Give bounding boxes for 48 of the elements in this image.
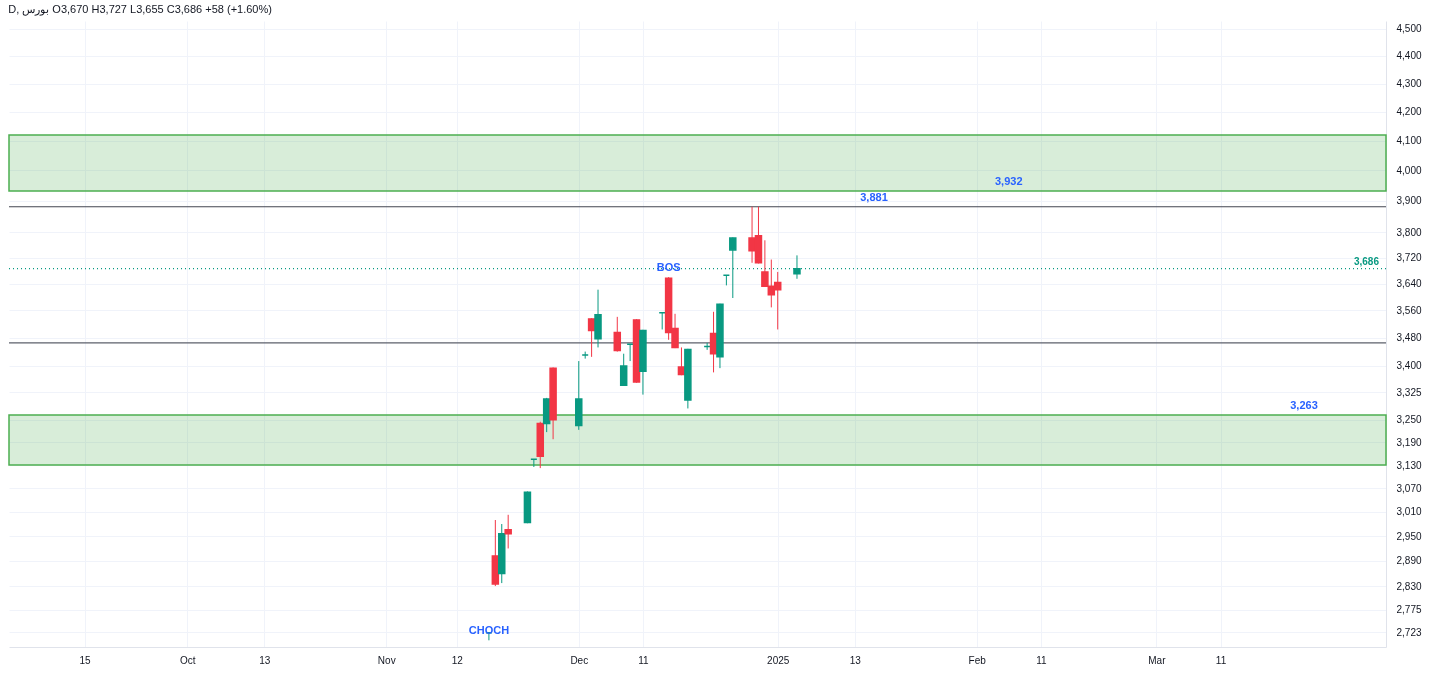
y-tick-label: 4,300 xyxy=(1396,78,1422,90)
y-tick-label: 4,400 xyxy=(1396,50,1422,62)
x-tick-label: Mar xyxy=(1148,654,1167,666)
y-tick-label: 3,560 xyxy=(1396,304,1422,316)
y-tick-label: 4,100 xyxy=(1396,135,1422,147)
x-tick-label: 11 xyxy=(1036,654,1047,666)
y-tick-label: 3,070 xyxy=(1396,482,1422,494)
y-tick-label: 3,480 xyxy=(1396,332,1422,344)
y-tick-label: 2,950 xyxy=(1396,530,1422,542)
y-tick-label: 2,723 xyxy=(1396,626,1422,638)
y-tick-label: 4,200 xyxy=(1396,106,1422,118)
x-tick-label: Feb xyxy=(968,654,987,666)
y-tick-label: 3,250 xyxy=(1396,414,1422,426)
y-tick-label: 2,890 xyxy=(1396,555,1422,567)
ref-line-label: 3,686 xyxy=(1353,255,1380,267)
x-tick-label: 13 xyxy=(259,654,271,666)
y-tick-label: 3,640 xyxy=(1396,278,1422,290)
x-tick-label: Nov xyxy=(377,654,396,666)
x-tick-label: 15 xyxy=(79,654,92,666)
y-tick-label: 3,010 xyxy=(1396,506,1422,518)
chart-title: D, بورس O3,670 H3,727 L3,655 C3,686 +58 (+1.60%) xyxy=(8,3,272,16)
candlestick xyxy=(594,289,602,348)
y-tick-label: 3,130 xyxy=(1396,459,1422,471)
x-tick-label: 2025 xyxy=(767,654,790,666)
y-tick-label: 3,400 xyxy=(1396,360,1422,372)
y-tick-label: 3,325 xyxy=(1396,386,1422,398)
annotation: CHOCH xyxy=(468,624,510,637)
y-tick-label: 2,775 xyxy=(1396,604,1422,616)
y-tick-label: 2,830 xyxy=(1396,580,1422,592)
candlestick xyxy=(613,316,622,353)
x-tick-label: Dec xyxy=(570,654,589,666)
x-tick-label: 12 xyxy=(451,654,464,666)
y-tick-label: 4,000 xyxy=(1396,164,1422,176)
annotation: BOS xyxy=(656,261,681,274)
x-tick-label: 13 xyxy=(849,654,862,666)
y-tick-label: 3,800 xyxy=(1396,226,1422,238)
annotation: 3,263 xyxy=(1290,399,1318,412)
x-tick-label: Oct xyxy=(180,654,196,666)
y-tick-label: 3,720 xyxy=(1396,252,1422,264)
candlestick xyxy=(504,514,512,549)
x-tick-label: 11 xyxy=(1215,654,1227,666)
x-tick-label: 11 xyxy=(638,654,650,666)
y-tick-label: 3,190 xyxy=(1396,436,1422,448)
y-tick-label: 3,900 xyxy=(1396,195,1422,207)
y-tick-label: 4,500 xyxy=(1396,23,1422,35)
annotation: 3,881 xyxy=(860,190,888,203)
candlestick xyxy=(619,353,628,387)
annotation: 3,932 xyxy=(995,175,1023,188)
